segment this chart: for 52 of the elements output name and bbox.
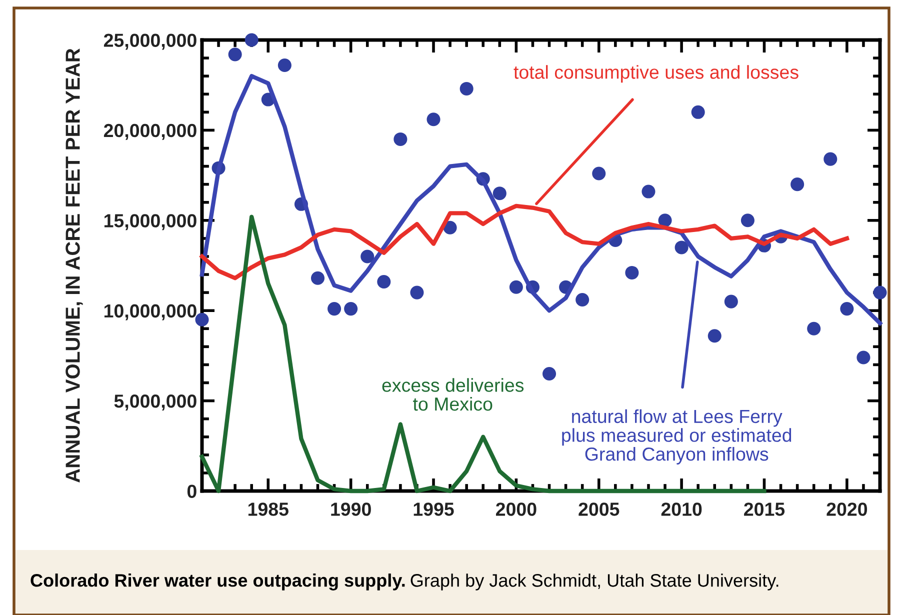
y-axis-title: ANNUAL VOLUME, IN ACRE FEET PER YEAR (66, 48, 83, 482)
point (426, 112, 440, 126)
point (840, 302, 854, 316)
point (674, 240, 688, 254)
point (691, 105, 705, 119)
point (642, 184, 656, 198)
point (824, 152, 838, 166)
point (195, 312, 209, 326)
point (576, 293, 590, 307)
point (658, 214, 672, 228)
y-tick-label: 20,000,000 (104, 124, 196, 140)
point (328, 302, 342, 316)
y-tick-label: 25,000,000 (104, 34, 196, 50)
point (509, 280, 523, 294)
point (344, 302, 358, 316)
point (708, 329, 722, 343)
point (807, 322, 821, 336)
point (410, 286, 424, 300)
x-tick-label: 2020 (826, 502, 868, 516)
point (542, 366, 556, 381)
x-tick-label: 1995 (414, 502, 454, 516)
y-tick-label: 15,000,000 (104, 214, 196, 230)
point (360, 250, 374, 264)
point (592, 166, 606, 180)
point (790, 178, 804, 192)
series-label: excess deliveries to Mexico (382, 378, 524, 411)
point (724, 294, 738, 308)
x-tick-label: 2015 (744, 502, 785, 516)
text: Graph by Jack Schmidt, Utah State University. (410, 574, 778, 590)
point (460, 82, 474, 96)
y-tick-label: 0 (187, 484, 196, 498)
point (228, 48, 242, 62)
point (244, 33, 258, 47)
x-tick-label: 2010 (661, 502, 702, 516)
point (873, 286, 887, 300)
point (625, 266, 639, 280)
x-tick-label: 1990 (331, 502, 371, 516)
text: Colorado River water use outpacing supply. (30, 574, 405, 590)
text: natural flow at Lees Ferry plus measured or estimated Grand Canyon inflows (562, 409, 792, 464)
point (492, 186, 506, 200)
x-tick-label: 1985 (248, 502, 288, 516)
point (310, 271, 325, 285)
x-tick-label: 2000 (496, 502, 536, 516)
point (740, 214, 754, 228)
x-tick-label: 2005 (578, 502, 620, 516)
text: total consumptive uses and losses (514, 65, 798, 83)
point (394, 132, 408, 146)
point (377, 274, 391, 289)
y-tick-label: 5,000,000 (114, 394, 196, 410)
point (278, 58, 292, 72)
y-tick-label: 10,000,000 (104, 304, 196, 320)
point (856, 350, 870, 364)
